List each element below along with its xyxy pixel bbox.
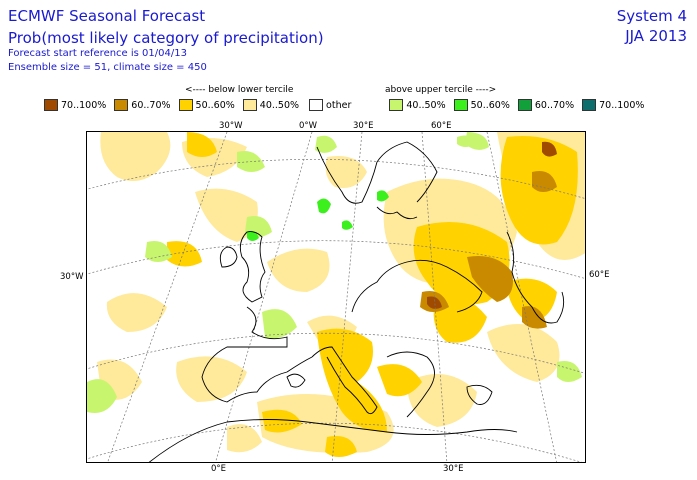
tick-right-60e: 60°E [589,270,610,280]
legend-swatch [178,99,193,111]
legend-item-label: 40..50% [406,99,446,111]
legend-below-label: <---- below lower tercile [185,85,294,95]
legend-item: 50..60% [453,99,510,111]
legend-item: other [309,99,351,111]
period-label: JJA 2013 [625,27,687,45]
legend-item: 50..60% [178,99,235,111]
legend-item: 40..50% [389,99,446,111]
legend-item-label: 50..60% [195,99,235,111]
system-label: System 4 [616,7,687,25]
legend-above-label: above upper tercile ----> [385,85,497,95]
map-subtitle: Prob(most likely category of precipitati… [8,29,324,47]
forecast-map [86,131,586,463]
map-title: ECMWF Seasonal Forecast [8,7,206,25]
legend-item: 70..100% [582,99,644,111]
legend-item: 60..70% [114,99,171,111]
coastlines [148,141,565,462]
legend-swatch [242,99,257,111]
prob-below-50-60 [167,132,578,457]
prob-below-60-70 [420,171,557,329]
tick-bottom-0e: 0°E [211,464,227,474]
graticule [87,132,585,462]
legend-swatch [44,99,58,111]
forecast-start-text: Forecast start reference is 01/04/13 [8,48,187,59]
legend-item-label: 70..100% [599,99,645,111]
tick-bottom-30e: 30°E [443,464,464,474]
legend-swatch [309,99,324,111]
legend-swatch [582,99,597,111]
legend-item-label: other [326,99,352,111]
tick-top-60e: 60°E [431,121,452,131]
legend-swatch [389,99,404,111]
prob-below-70-100 [427,141,557,309]
tick-top-30e: 30°E [353,121,374,131]
map-svg [87,132,585,462]
legend-item-label: 50..60% [470,99,510,111]
legend-swatch [114,99,129,111]
legend-item-label: 60..70% [534,99,575,111]
legend-item-label: 70..100% [61,99,107,111]
tick-top-0w: 0°W [299,121,318,131]
legend-item-label: 60..70% [131,99,171,111]
ensemble-size-text: Ensemble size = 51, climate size = 450 [8,62,207,73]
legend-swatch [517,99,532,111]
tick-left-30w: 30°W [60,272,84,282]
tick-top-30w: 30°W [219,121,243,131]
legend-swatch [453,99,468,111]
legend-item: 60..70% [517,99,575,111]
legend: 70..100% 60..70% 50..60% 40..50% other 4… [44,99,652,111]
legend-item-label: 40..50% [259,99,300,111]
legend-item: 40..50% [242,99,300,111]
legend-item: 70..100% [44,99,106,111]
prob-above-50-60 [247,190,389,241]
